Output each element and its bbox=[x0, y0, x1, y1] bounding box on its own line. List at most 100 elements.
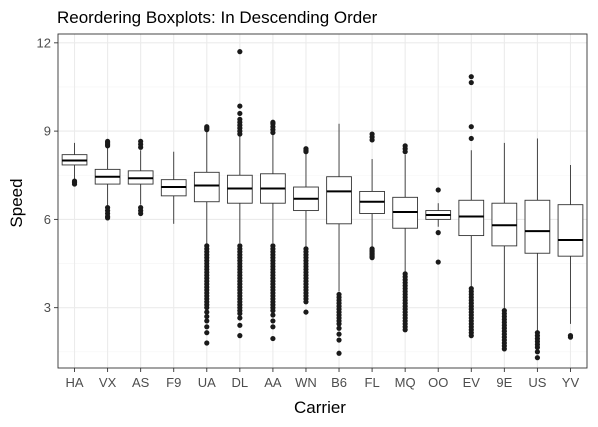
x-tick-label-UA: UA bbox=[198, 375, 216, 390]
box-F9 bbox=[160, 151, 187, 224]
outlier-point bbox=[303, 309, 309, 315]
outlier-point bbox=[534, 355, 541, 361]
outlier-point bbox=[204, 318, 210, 324]
outlier-point bbox=[204, 124, 210, 130]
outlier-point bbox=[237, 315, 243, 321]
x-tick-label-VX: VX bbox=[99, 375, 117, 390]
box-WN bbox=[293, 146, 319, 315]
plot-panel bbox=[57, 33, 588, 369]
outlier-point bbox=[468, 79, 474, 86]
y-axis-title: Speed bbox=[7, 178, 26, 227]
outlier-point bbox=[336, 321, 342, 327]
outlier-point bbox=[204, 340, 210, 346]
outlier-point bbox=[270, 312, 276, 318]
outlier-point bbox=[270, 335, 276, 342]
x-axis-title: Carrier bbox=[294, 398, 346, 417]
outlier-point bbox=[402, 143, 408, 149]
panel-border bbox=[57, 33, 588, 369]
outlier-point bbox=[237, 333, 243, 339]
outlier-point bbox=[435, 259, 441, 265]
outlier-point bbox=[237, 116, 243, 122]
outlier-point bbox=[270, 318, 276, 324]
box-MQ bbox=[392, 143, 419, 333]
outlier-point bbox=[270, 308, 276, 314]
x-tick-label-WN: WN bbox=[295, 375, 317, 390]
box-iqr bbox=[524, 199, 551, 254]
outlier-point bbox=[204, 309, 210, 315]
outlier-point bbox=[204, 324, 210, 330]
x-tick-label-EV: EV bbox=[463, 375, 481, 390]
box-FL bbox=[359, 131, 385, 261]
outlier-point bbox=[237, 49, 243, 55]
outlier-point bbox=[468, 74, 474, 80]
box-US bbox=[524, 138, 551, 361]
x-tick-label-AA: AA bbox=[264, 375, 282, 390]
box-YV bbox=[557, 164, 584, 340]
outlier-point bbox=[435, 187, 441, 193]
outlier-point bbox=[534, 349, 541, 355]
outlier-point bbox=[501, 346, 507, 352]
box-DL bbox=[226, 49, 253, 339]
box-iqr bbox=[458, 199, 485, 237]
outlier-point bbox=[369, 131, 375, 137]
outlier-point bbox=[237, 103, 243, 109]
box-EV bbox=[458, 74, 485, 339]
outlier-point bbox=[204, 330, 210, 336]
y-tick-label: 3 bbox=[44, 300, 51, 315]
box-AA bbox=[260, 119, 286, 342]
y-tick-label: 9 bbox=[44, 124, 51, 139]
outlier-point bbox=[336, 325, 342, 331]
box-iqr bbox=[326, 176, 352, 225]
outlier-point bbox=[435, 230, 441, 236]
outlier-point bbox=[369, 255, 375, 261]
box-OO bbox=[425, 187, 452, 265]
panel-background bbox=[58, 34, 587, 368]
outlier-point bbox=[402, 327, 408, 333]
x-tick-label-F9: F9 bbox=[166, 375, 181, 390]
box-UA bbox=[193, 124, 220, 346]
outlier-point bbox=[303, 146, 309, 152]
boxes bbox=[61, 49, 584, 361]
outlier-point bbox=[270, 119, 276, 125]
outlier-point bbox=[336, 331, 342, 337]
chart-title: Reordering Boxplots: In Descending Order bbox=[57, 8, 378, 27]
outlier-point bbox=[468, 135, 474, 142]
x-tick-label-FL: FL bbox=[365, 375, 380, 390]
x-axis: HA VX AS F9 UA DL AA WN B6 FL MQ OO EV 9E US YV bbox=[66, 368, 580, 390]
outlier-point bbox=[237, 322, 243, 328]
y-axis: 3 6 9 12 bbox=[37, 35, 58, 315]
x-tick-label-US: US bbox=[528, 375, 546, 390]
x-tick-label-HA: HA bbox=[66, 375, 84, 390]
x-tick-label-B6: B6 bbox=[331, 375, 347, 390]
outlier-point bbox=[237, 110, 243, 117]
outlier-point bbox=[336, 350, 342, 356]
y-tick-label: 6 bbox=[44, 212, 51, 227]
box-iqr bbox=[193, 171, 220, 203]
box-HA bbox=[61, 142, 88, 187]
outlier-point bbox=[138, 138, 144, 145]
outlier-point bbox=[270, 324, 276, 330]
box-iqr bbox=[557, 204, 584, 257]
box-9E bbox=[491, 142, 518, 352]
outlier-point bbox=[138, 210, 144, 217]
y-tick-label: 12 bbox=[37, 35, 51, 50]
x-tick-label-DL: DL bbox=[232, 375, 249, 390]
x-tick-label-9E: 9E bbox=[496, 375, 512, 390]
x-tick-label-MQ: MQ bbox=[395, 375, 416, 390]
outlier-point bbox=[204, 305, 210, 311]
outlier-point bbox=[567, 334, 574, 340]
outlier-point bbox=[204, 313, 210, 320]
outlier-point bbox=[104, 138, 111, 145]
box-B6 bbox=[326, 123, 352, 356]
x-tick-label-YV: YV bbox=[562, 375, 580, 390]
outlier-point bbox=[336, 337, 342, 343]
outlier-point bbox=[71, 181, 78, 187]
x-tick-label-AS: AS bbox=[132, 375, 150, 390]
box-AS bbox=[127, 138, 154, 217]
outlier-point bbox=[468, 333, 474, 339]
outlier-point bbox=[303, 299, 309, 305]
outlier-point bbox=[237, 310, 243, 317]
outlier-point bbox=[104, 215, 111, 221]
x-tick-label-OO: OO bbox=[428, 375, 448, 390]
